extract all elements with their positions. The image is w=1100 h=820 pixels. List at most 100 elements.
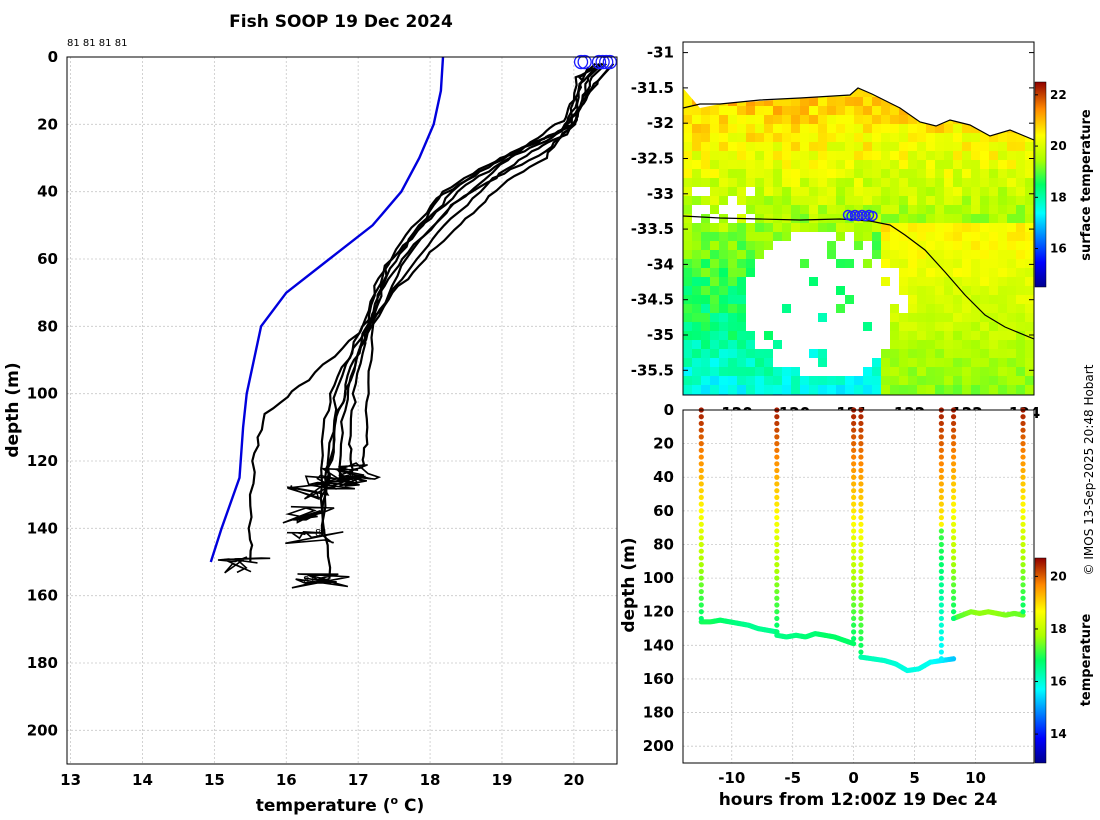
sst-cell	[881, 97, 890, 106]
sst-cell	[971, 277, 980, 286]
depth-point	[1020, 454, 1026, 460]
sst-cell	[980, 205, 989, 214]
sst-cell	[953, 142, 962, 151]
depth-point	[698, 528, 704, 534]
depth-point	[858, 636, 864, 642]
sst-cell	[683, 313, 692, 322]
sst-cell	[818, 313, 827, 322]
sst-cell	[773, 187, 782, 196]
sst-cell	[701, 169, 710, 178]
depth-point	[938, 447, 944, 453]
depth-point	[774, 454, 780, 460]
sst-cell	[998, 385, 1007, 394]
sst-cell	[710, 268, 719, 277]
sst-cell	[701, 322, 710, 331]
y-tick-label: 200	[643, 737, 674, 755]
sst-cell	[827, 115, 836, 124]
sst-cell	[845, 214, 854, 223]
sst-cell	[890, 232, 899, 241]
sst-cell	[818, 106, 827, 115]
sst-cell	[908, 385, 917, 394]
sst-cell	[773, 223, 782, 232]
sst-cell	[908, 313, 917, 322]
x-tick-label: 18	[420, 771, 441, 789]
sst-cell	[989, 358, 998, 367]
sst-cell	[917, 313, 926, 322]
sst-cell	[1016, 277, 1025, 286]
sst-cell	[728, 277, 737, 286]
sst-cell	[899, 223, 908, 232]
map-y-tick-label: -35	[647, 326, 674, 344]
depth-point	[774, 447, 780, 453]
sst-cell	[917, 169, 926, 178]
sst-colorbar	[1034, 81, 1047, 288]
colorbar-tick-label: 20	[1050, 139, 1067, 153]
sst-cell	[1016, 223, 1025, 232]
sst-cell	[926, 196, 935, 205]
sst-cell	[818, 187, 827, 196]
depth-point	[950, 602, 957, 608]
sst-cell	[791, 115, 800, 124]
sst-cell	[836, 196, 845, 205]
sst-cell	[872, 97, 881, 106]
depth-point	[858, 541, 864, 548]
sst-cell	[746, 268, 755, 277]
sst-cell	[980, 277, 989, 286]
sst-cell	[872, 358, 881, 367]
x-tick-label: 10	[965, 769, 986, 787]
sst-cell	[728, 169, 737, 178]
depth-point	[774, 622, 780, 628]
sst-cell	[953, 232, 962, 241]
sst-cell	[764, 178, 773, 187]
sst-cell	[890, 367, 899, 376]
sst-cell	[998, 304, 1007, 313]
sst-cell	[953, 169, 962, 178]
track-marker	[867, 210, 878, 222]
depth-point	[938, 521, 944, 527]
sst-cell	[926, 349, 935, 358]
sst-cell	[944, 367, 953, 376]
sst-cell	[953, 304, 962, 313]
sst-cell	[1025, 313, 1034, 322]
sst-cell	[791, 367, 800, 376]
sst-cell	[935, 169, 944, 178]
sst-cell	[719, 178, 728, 187]
sst-cell	[998, 187, 1007, 196]
sst-cell	[737, 358, 746, 367]
depth-point	[851, 595, 857, 601]
sst-cell	[953, 241, 962, 250]
depth-point	[698, 615, 704, 622]
sst-cell	[836, 376, 845, 385]
sst-cell	[908, 268, 917, 277]
sst-cell	[809, 115, 818, 124]
sst-cell	[755, 115, 764, 124]
sst-cell	[854, 178, 863, 187]
sst-cell	[971, 376, 980, 385]
sst-cell	[1016, 295, 1025, 304]
sst-cell	[944, 169, 953, 178]
sst-cell	[953, 151, 962, 160]
sst-cell	[701, 196, 710, 205]
sst-cell	[926, 268, 935, 277]
sst-cell	[791, 97, 800, 106]
depth-point	[698, 562, 704, 568]
sst-cell	[746, 160, 755, 169]
sst-cell	[917, 232, 926, 241]
profile-grid	[67, 56, 617, 764]
sst-cell	[872, 196, 881, 205]
sst-cell	[1025, 142, 1034, 151]
sst-cell	[809, 124, 818, 133]
depth-point	[950, 535, 957, 541]
depth-point	[851, 541, 857, 548]
colorbar-tick-label: 18	[1050, 622, 1067, 636]
sst-cell	[980, 331, 989, 340]
sst-cell	[908, 340, 917, 349]
depth-point	[698, 514, 704, 521]
sst-cell	[971, 142, 980, 151]
sst-cell	[719, 367, 728, 376]
sst-cell	[953, 295, 962, 304]
sst-cell	[701, 142, 710, 151]
y-tick-label: 160	[643, 670, 674, 688]
sst-cell	[944, 214, 953, 223]
sst-cell	[809, 178, 818, 187]
